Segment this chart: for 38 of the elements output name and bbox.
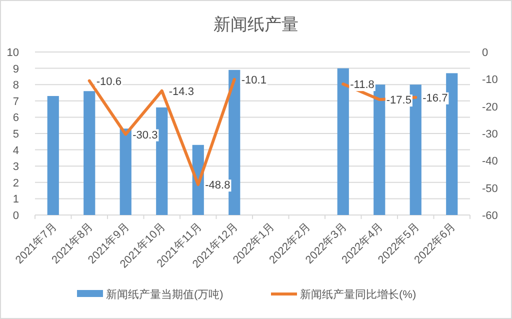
bar — [47, 96, 59, 215]
y2-tick-label: -20 — [482, 101, 498, 114]
chart-title: 新闻纸产量 — [214, 15, 298, 34]
bar — [337, 68, 349, 215]
y2-tick-label: 0 — [482, 47, 488, 59]
y-tick-label: 5 — [12, 128, 19, 140]
data-label: -48.8 — [205, 180, 230, 192]
legend-label: 新闻纸产量同比增长(%) — [300, 288, 416, 301]
y2-tick-label: -50 — [482, 182, 498, 195]
y-tick-label: 10 — [6, 47, 19, 59]
y-tick-label: 7 — [12, 96, 19, 108]
y2-tick-label: -30 — [482, 128, 498, 140]
y-tick-label: 8 — [12, 80, 19, 92]
bar — [156, 107, 168, 215]
bar — [228, 70, 240, 215]
bar — [374, 84, 386, 215]
data-label: -14.3 — [168, 86, 194, 98]
y2-tick-label: -40 — [482, 156, 498, 168]
data-label: -10.6 — [96, 76, 122, 88]
y2-tick-label: -10 — [482, 74, 498, 86]
data-label: -30.3 — [132, 129, 158, 142]
bar — [84, 91, 96, 215]
y-tick-label: 3 — [12, 161, 19, 174]
data-label: -11.8 — [350, 79, 374, 92]
y-tick-label: 6 — [12, 112, 19, 124]
data-label: -17.5 — [386, 94, 412, 107]
y2-tick-label: -60 — [482, 210, 498, 222]
bar — [410, 84, 422, 215]
y-tick-label: 0 — [12, 210, 19, 222]
y-tick-label: 1 — [12, 194, 19, 206]
y-tick-label: 9 — [12, 63, 19, 76]
y-tick-label: 2 — [12, 177, 19, 190]
legend-label: 新闻纸产量当期值(万吨) — [106, 288, 224, 301]
data-label: -10.1 — [241, 74, 266, 86]
data-label: -16.7 — [422, 92, 448, 104]
y-tick-label: 4 — [12, 144, 19, 157]
bar — [120, 128, 132, 215]
bar — [446, 73, 458, 215]
